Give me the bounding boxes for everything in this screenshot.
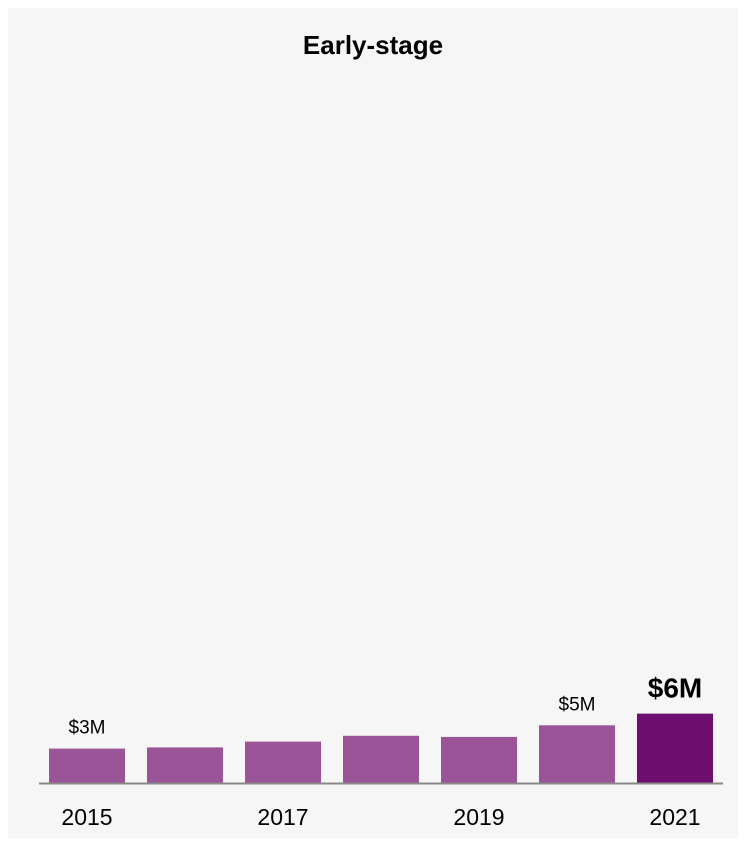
bar-2018 — [343, 735, 419, 784]
chart-title: Early-stage — [302, 30, 444, 60]
data-label-2021: $6M — [648, 673, 702, 704]
chart-panel — [8, 8, 738, 838]
bar-2016 — [147, 747, 223, 784]
x-tick-label-2019: 2019 — [453, 804, 504, 830]
bar-2019 — [441, 736, 517, 784]
x-tick-label-2021: 2021 — [649, 804, 700, 830]
x-tick-label-2015: 2015 — [61, 804, 112, 830]
x-tick-label-2017: 2017 — [257, 804, 308, 830]
data-label-2015: $3M — [69, 718, 106, 739]
bar-2015 — [49, 748, 125, 784]
bar-2020 — [539, 725, 615, 784]
bar-2021 — [637, 713, 713, 784]
bar-2017 — [245, 741, 321, 784]
data-label-2020: $5M — [559, 694, 596, 715]
